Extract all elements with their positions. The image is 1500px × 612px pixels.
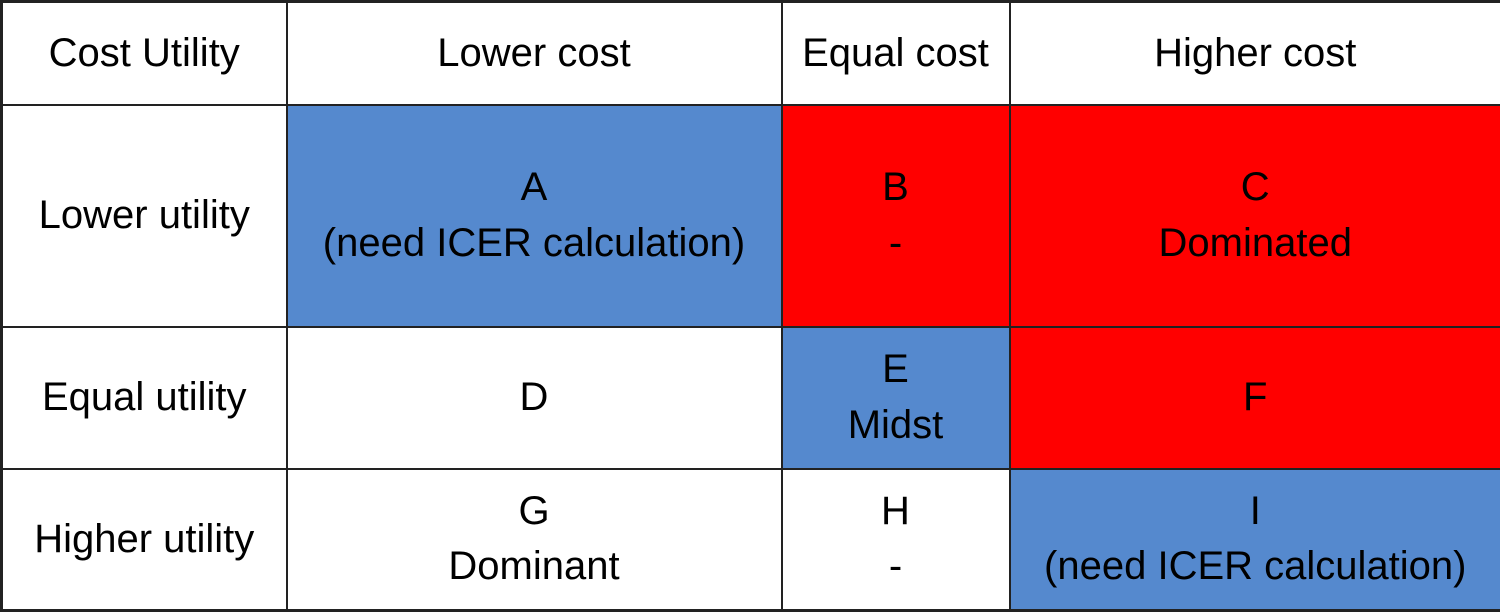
cell-a-note: (need ICER calculation) [288,216,781,271]
cell-f-letter: F [1011,370,1500,425]
header-cell-higher-cost: Higher cost [1010,2,1500,105]
row-label-higher-utility: Higher utility [2,469,287,611]
cell-d-letter: D [288,370,781,425]
cell-g-note: Dominant [288,539,781,594]
cell-c: C Dominated [1010,105,1500,327]
cell-c-note: Dominated [1011,216,1500,271]
cell-c-letter: C [1011,160,1500,215]
header-cell-lower-cost: Lower cost [287,2,782,105]
cell-g: G Dominant [287,469,782,611]
cell-f: F [1010,327,1500,469]
cell-b-note: - [783,216,1009,271]
cell-h-letter: H [783,484,1009,539]
cell-g-letter: G [288,484,781,539]
cell-b-letter: B [783,160,1009,215]
cell-i-letter: I [1011,484,1500,539]
cell-e: E Midst [782,327,1010,469]
cell-d: D [287,327,782,469]
cell-h-note: - [783,539,1009,594]
row-equal-utility: Equal utility D E Midst F [2,327,1500,469]
cell-h: H - [782,469,1010,611]
row-lower-utility: Lower utility A (need ICER calculation) … [2,105,1500,327]
cell-i: I (need ICER calculation) [1010,469,1500,611]
cell-e-letter: E [783,342,1009,397]
cell-b: B - [782,105,1010,327]
header-cell-equal-cost: Equal cost [782,2,1010,105]
row-label-lower-utility: Lower utility [2,105,287,327]
row-higher-utility: Higher utility G Dominant H - I (need IC… [2,469,1500,611]
header-row: Cost Utility Lower cost Equal cost Highe… [2,2,1500,105]
cell-e-note: Midst [783,398,1009,453]
cell-a-letter: A [288,160,781,215]
cell-a: A (need ICER calculation) [287,105,782,327]
row-label-equal-utility: Equal utility [2,327,287,469]
corner-cell-cost-utility: Cost Utility [2,2,287,105]
cell-i-note: (need ICER calculation) [1011,539,1500,594]
